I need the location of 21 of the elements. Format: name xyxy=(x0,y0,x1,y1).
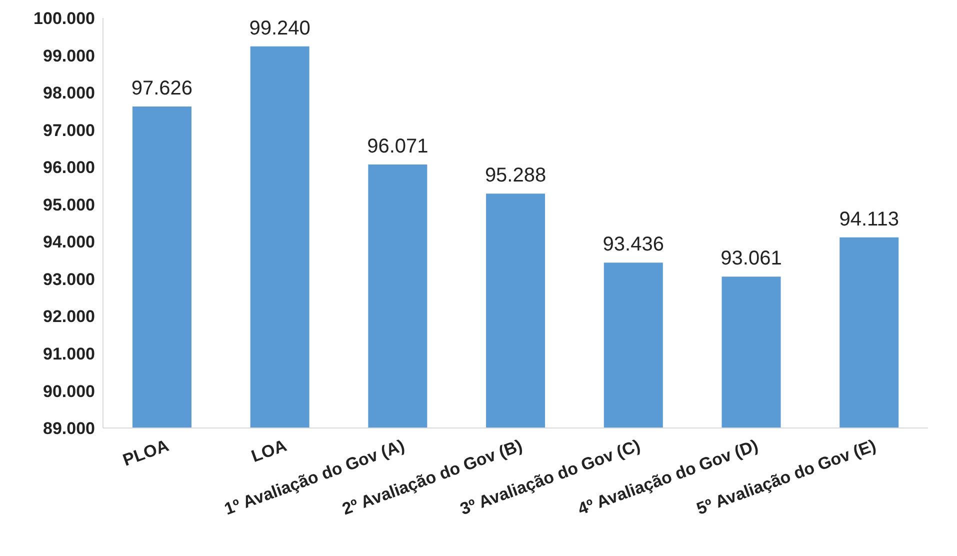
y-tick-label: 98.000 xyxy=(43,84,95,103)
data-label: 94.113 xyxy=(839,208,899,230)
y-tick-label: 93.000 xyxy=(43,270,95,289)
y-tick-label: 91.000 xyxy=(43,344,95,364)
data-label: 93.061 xyxy=(720,248,782,270)
x-tick-label: PLOA xyxy=(120,436,172,470)
y-tick-label: 95.000 xyxy=(43,195,95,214)
y-tick-label: 92.000 xyxy=(43,307,95,326)
y-tick-label: 94.000 xyxy=(43,232,95,252)
data-label: 95.288 xyxy=(484,164,546,187)
data-label: 99.240 xyxy=(249,17,310,40)
y-tick-label: 100.000 xyxy=(34,9,95,28)
y-tick-label: 89.000 xyxy=(43,419,95,438)
y-tick-label: 99.000 xyxy=(43,46,95,66)
x-tick-label: LOA xyxy=(248,436,290,466)
y-tick-label: 97.000 xyxy=(43,120,95,140)
data-label: 97.626 xyxy=(131,77,193,100)
data-label: 93.436 xyxy=(602,234,664,256)
data-label: 96.071 xyxy=(367,135,428,158)
y-tick-label: 96.000 xyxy=(43,158,95,178)
y-tick-label: 90.000 xyxy=(43,382,95,401)
